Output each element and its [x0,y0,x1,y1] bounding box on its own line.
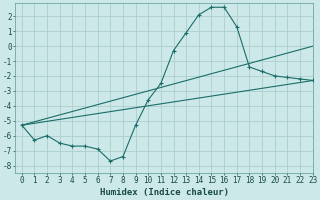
X-axis label: Humidex (Indice chaleur): Humidex (Indice chaleur) [100,188,228,197]
